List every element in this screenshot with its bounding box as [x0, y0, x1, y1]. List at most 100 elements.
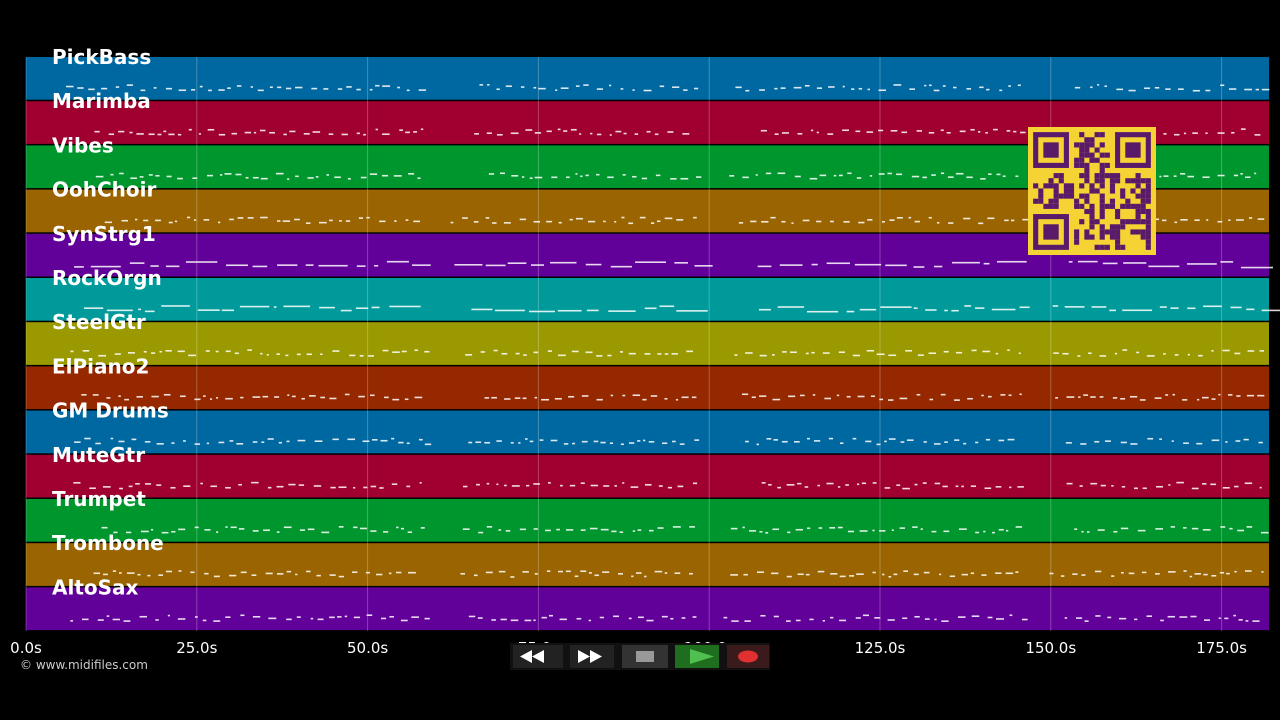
note — [1183, 132, 1187, 135]
note — [996, 618, 1005, 620]
track-name: ElPiano2 — [52, 354, 149, 378]
note — [866, 131, 874, 133]
note — [1191, 487, 1199, 490]
note — [751, 396, 756, 399]
rewind-button[interactable] — [513, 645, 563, 668]
note — [496, 88, 500, 91]
note — [253, 131, 257, 134]
qr-cell — [1089, 183, 1095, 189]
note — [533, 351, 539, 354]
note — [1218, 393, 1221, 396]
note — [344, 393, 350, 396]
qr-cell — [1074, 198, 1080, 204]
note — [1218, 617, 1221, 620]
note — [1244, 482, 1253, 485]
note — [524, 438, 528, 440]
note — [504, 398, 511, 400]
play-button[interactable] — [675, 645, 719, 668]
note — [777, 486, 781, 489]
note — [692, 616, 697, 618]
note — [95, 175, 104, 178]
note — [1122, 309, 1153, 312]
note — [761, 482, 766, 484]
note — [1236, 395, 1241, 397]
note — [741, 393, 749, 396]
note — [998, 439, 1005, 442]
note — [599, 616, 604, 619]
note — [533, 483, 540, 485]
note — [424, 350, 430, 353]
note — [1090, 482, 1098, 485]
note — [1197, 398, 1200, 401]
note — [1187, 353, 1190, 356]
note — [993, 128, 998, 131]
record-button[interactable] — [727, 645, 769, 668]
qr-cell — [1094, 147, 1100, 153]
note — [987, 395, 992, 398]
note — [805, 352, 809, 355]
note — [827, 133, 834, 135]
note — [881, 221, 885, 223]
note — [670, 178, 677, 180]
note — [170, 486, 176, 489]
note — [505, 530, 511, 532]
note — [468, 441, 473, 444]
note — [1234, 485, 1239, 488]
note — [610, 265, 632, 268]
note — [957, 616, 966, 618]
qr-cell — [1120, 224, 1126, 230]
qr-cell — [1115, 239, 1121, 245]
note — [382, 85, 391, 87]
note — [486, 132, 492, 135]
note — [986, 88, 990, 91]
qr-cell — [1079, 142, 1085, 148]
qr-cell — [1109, 188, 1116, 194]
note — [963, 217, 971, 220]
note — [1236, 219, 1244, 221]
note — [1080, 443, 1087, 445]
note — [884, 487, 891, 489]
note — [353, 616, 361, 619]
note — [1203, 305, 1222, 308]
note — [1077, 260, 1098, 263]
note — [1074, 528, 1078, 531]
note — [1130, 443, 1138, 445]
note — [529, 177, 533, 179]
note — [282, 220, 291, 222]
note — [188, 128, 192, 131]
note — [789, 351, 797, 354]
qr-cell — [1140, 234, 1146, 240]
qr-cell — [1099, 162, 1105, 168]
note — [240, 396, 244, 399]
note — [129, 262, 145, 264]
note — [603, 485, 610, 487]
note — [1104, 440, 1111, 442]
note — [1211, 350, 1214, 352]
note — [183, 440, 186, 442]
note — [1244, 88, 1252, 91]
note — [923, 441, 927, 443]
note — [619, 531, 624, 533]
note — [405, 131, 411, 134]
note — [934, 482, 941, 485]
note — [203, 395, 206, 397]
note — [1183, 442, 1189, 444]
note — [408, 173, 415, 175]
note — [560, 484, 563, 487]
forward-button[interactable] — [570, 645, 614, 668]
note — [829, 527, 836, 529]
note — [397, 86, 401, 89]
note — [563, 130, 568, 132]
note — [404, 398, 409, 401]
track-name: Trumpet — [52, 487, 146, 511]
note — [931, 174, 936, 176]
note — [1172, 393, 1175, 396]
note — [194, 526, 199, 529]
note — [810, 129, 814, 132]
note — [1206, 219, 1209, 221]
note — [961, 573, 968, 576]
note — [288, 483, 296, 486]
note — [899, 527, 906, 529]
stop-button[interactable] — [622, 645, 668, 668]
note — [618, 573, 623, 575]
